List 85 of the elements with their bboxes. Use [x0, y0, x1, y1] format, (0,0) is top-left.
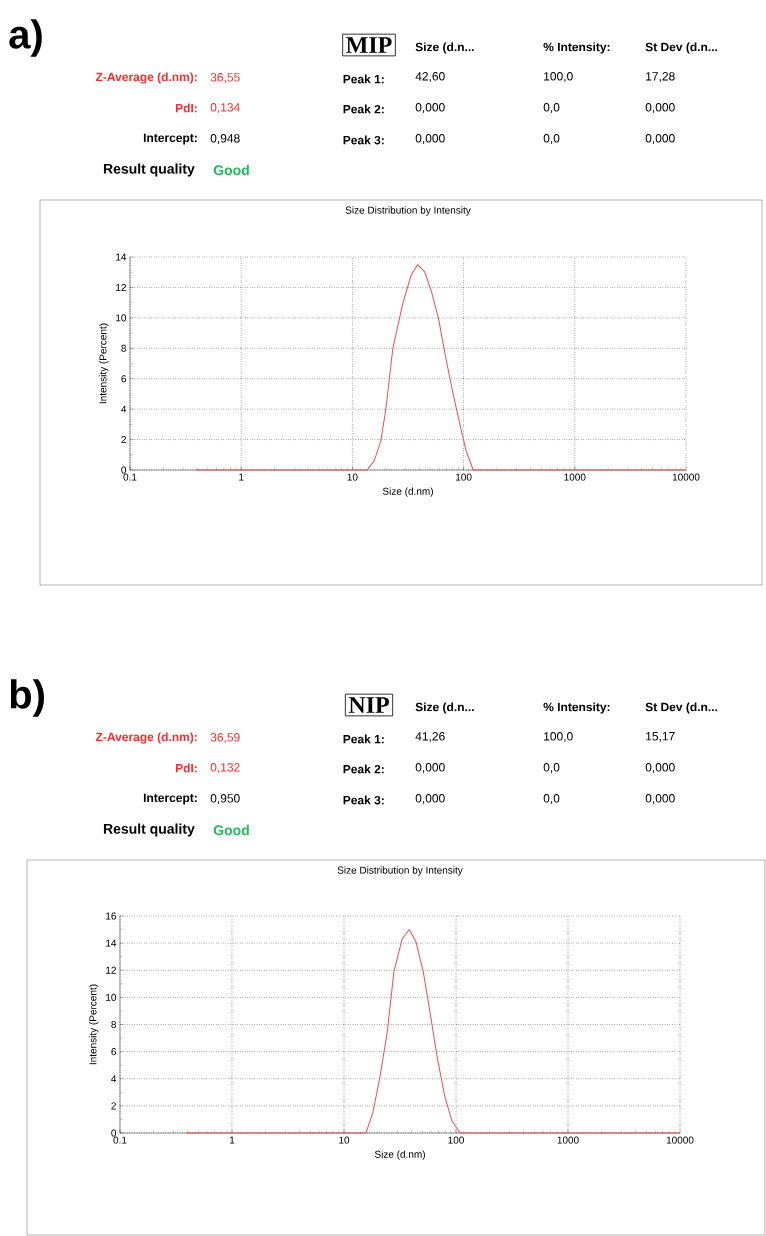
y-tick-label: 14 — [106, 939, 117, 947]
text: 0,134 — [210, 103, 240, 113]
x-axis-title: Size (d.nm) — [382, 487, 433, 497]
text: Peak 3: — [343, 795, 384, 805]
x-tick-label: 1 — [239, 473, 244, 481]
chart-title: Size Distribution by Intensity — [337, 866, 463, 876]
text: Size (d.n... — [415, 42, 474, 54]
text: MIP — [346, 37, 392, 53]
text: Good — [213, 164, 249, 176]
x-tick-label: 100 — [456, 473, 472, 481]
text: NIP — [348, 697, 389, 713]
y-tick-label: 8 — [121, 344, 127, 352]
y-tick-label: 0 — [111, 1129, 117, 1137]
text: Intercept: — [143, 133, 197, 145]
y-tick-label: 16 — [106, 912, 117, 920]
x-tick-label: 10 — [347, 473, 358, 481]
x-tick-label: 1 — [229, 1136, 235, 1144]
text: Intercept: — [143, 793, 197, 805]
text: 0,000 — [645, 763, 675, 773]
y-tick-label: 12 — [116, 283, 126, 291]
text: 0,000 — [415, 103, 445, 113]
text: % Intensity: — [543, 702, 610, 714]
x-tick-label: 10 — [339, 1136, 350, 1144]
text: 0,000 — [645, 103, 675, 113]
x-axis-title: Size (d.nm) — [374, 1150, 425, 1160]
text: Size (d.n... — [415, 702, 474, 714]
y-tick-label: 10 — [106, 993, 117, 1001]
text: 0,132 — [210, 763, 240, 773]
text: 100,0 — [544, 732, 573, 742]
text: 0,000 — [415, 763, 445, 773]
y-tick-label: 10 — [116, 314, 127, 322]
text: 17,28 — [646, 72, 675, 82]
text: 42,60 — [415, 72, 445, 82]
text: % Intensity: — [543, 42, 610, 54]
text: 0,0 — [543, 794, 560, 804]
text: Z-Average (d.nm): — [95, 732, 197, 744]
chart-title: Size Distribution by Intensity — [345, 206, 471, 216]
text: St Dev (d.n... — [645, 42, 718, 54]
y-axis-title: Intensity (Percent) — [99, 323, 109, 404]
x-tick-label: 1000 — [564, 473, 586, 481]
y-tick-label: 0 — [121, 466, 127, 474]
text: 100,0 — [544, 72, 573, 82]
text: 36,59 — [210, 733, 240, 743]
text: Result quality — [103, 163, 195, 177]
text: 0,0 — [543, 103, 560, 113]
y-tick-label: 2 — [111, 1102, 116, 1110]
text: 0,000 — [645, 134, 675, 144]
text: PdI: — [175, 763, 197, 773]
text: 41,26 — [415, 732, 445, 742]
text: b) — [10, 679, 44, 717]
x-tick-label: 100 — [448, 1136, 464, 1144]
x-tick-label: 1000 — [557, 1136, 579, 1144]
text: Result quality — [103, 823, 195, 837]
y-axis-title: Intensity (Percent) — [89, 984, 99, 1065]
y-tick-label: 8 — [111, 1020, 117, 1029]
y-tick-label: 4 — [111, 1075, 117, 1083]
text: 0,000 — [645, 794, 675, 804]
text: PdI: — [175, 103, 197, 113]
text: Good — [213, 824, 249, 836]
y-tick-label: 12 — [106, 966, 116, 974]
text: Peak 3: — [343, 135, 384, 145]
y-tick-label: 6 — [111, 1048, 117, 1056]
text: 15,17 — [646, 732, 675, 742]
x-tick-label: 0.1 — [113, 1136, 127, 1144]
text: a) — [9, 19, 42, 57]
y-tick-label: 4 — [121, 405, 127, 413]
text: Peak 2: — [343, 764, 384, 774]
y-tick-label: 6 — [121, 375, 127, 383]
y-tick-label: 14 — [116, 253, 127, 261]
text: 0,0 — [543, 134, 560, 144]
text: Peak 2: — [343, 104, 384, 114]
x-tick-label: 0.1 — [123, 473, 137, 481]
text: 0,948 — [210, 134, 240, 144]
text: Z-Average (d.nm): — [95, 72, 197, 84]
text: 0,000 — [415, 134, 445, 144]
y-tick-label: 2 — [121, 436, 126, 444]
text: St Dev (d.n... — [645, 702, 718, 714]
text: 0,000 — [415, 794, 445, 804]
text: Peak 1: — [343, 734, 384, 744]
x-tick-label: 10000 — [666, 1136, 694, 1144]
text: 0,0 — [543, 763, 560, 773]
x-tick-label: 10000 — [672, 473, 700, 481]
text: 0,950 — [210, 794, 240, 804]
text: 36,55 — [210, 73, 240, 83]
text: Peak 1: — [343, 74, 384, 84]
